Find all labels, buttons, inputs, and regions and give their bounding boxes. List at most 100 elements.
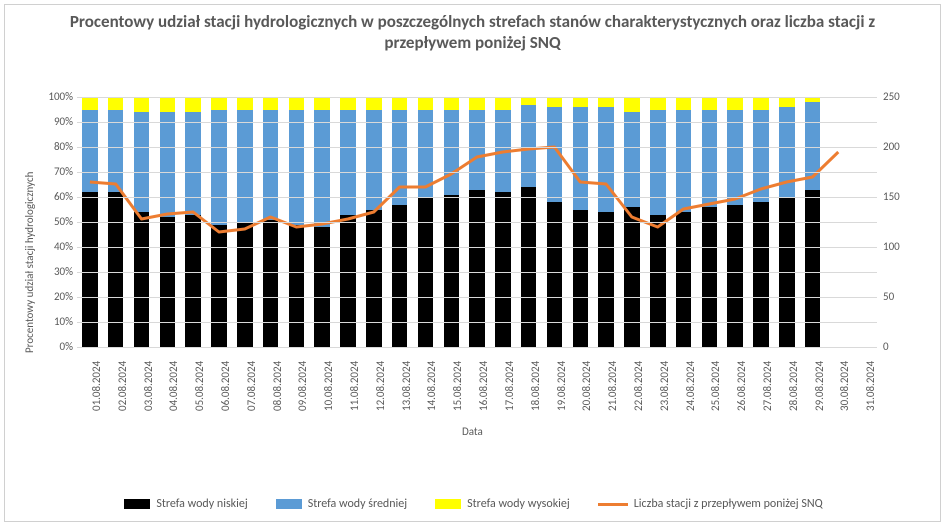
x-tick-label: 08.08.2024	[258, 349, 284, 419]
y-tick-left: 70%	[35, 165, 73, 178]
bar-segment	[805, 190, 820, 348]
bar-segment	[289, 225, 304, 348]
x-tick-label: 17.08.2024	[490, 349, 516, 419]
legend-swatch	[276, 499, 302, 509]
bar-segment	[598, 97, 613, 107]
gridline	[77, 322, 877, 323]
y-tick-left: 40%	[35, 240, 73, 253]
y-tick-right: 200	[883, 140, 900, 153]
bar-segment	[211, 110, 226, 225]
bar-segment	[134, 97, 149, 112]
x-tick-label: 06.08.2024	[206, 349, 232, 419]
x-tick-label: 18.08.2024	[516, 349, 542, 419]
bar-segment	[263, 97, 278, 110]
x-tick-label: 05.08.2024	[180, 349, 206, 419]
x-tick-label: 13.08.2024	[387, 349, 413, 419]
gridline	[77, 172, 877, 173]
legend-label: Strefa wody średniej	[308, 497, 407, 511]
x-tick-label: 02.08.2024	[103, 349, 129, 419]
bar-segment	[392, 97, 407, 110]
bar-segment	[624, 207, 639, 347]
legend-item: Strefa wody wysokiej	[435, 497, 570, 511]
bar-segment	[392, 205, 407, 348]
legend-item: Strefa wody niskiej	[124, 497, 247, 511]
y-tick-right: 0	[883, 340, 889, 353]
bar-segment	[237, 97, 252, 110]
bar-segment	[314, 110, 329, 228]
bar-segment	[211, 225, 226, 348]
bar-segment	[392, 110, 407, 205]
bar-segment	[340, 110, 355, 215]
legend-item: Liczba stacji z przepływem poniżej SNQ	[598, 497, 823, 511]
legend-label: Liczba stacji z przepływem poniżej SNQ	[634, 497, 823, 511]
bar-segment	[289, 110, 304, 225]
y-tick-left: 100%	[35, 90, 73, 103]
bar-segment	[495, 97, 510, 110]
bar-segment	[134, 212, 149, 347]
x-tick-label: 12.08.2024	[361, 349, 387, 419]
bar-segment	[160, 97, 175, 112]
x-tick-label: 01.08.2024	[77, 349, 103, 419]
bar-segment	[753, 202, 768, 347]
bar-segment	[727, 205, 742, 348]
bar-segment	[805, 102, 820, 190]
bar-segment	[650, 215, 665, 348]
bar-segment	[624, 97, 639, 112]
x-tick-label: 25.08.2024	[697, 349, 723, 419]
bar-segment	[598, 212, 613, 347]
y-tick-right: 100	[883, 240, 900, 253]
bar-segment	[650, 97, 665, 110]
gridline	[77, 147, 877, 148]
bar-segment	[211, 97, 226, 110]
x-tick-label: 15.08.2024	[438, 349, 464, 419]
bar-segment	[366, 97, 381, 110]
x-tick-label: 29.08.2024	[800, 349, 826, 419]
bar-segment	[108, 192, 123, 347]
bar-segment	[547, 97, 562, 107]
bar-segment	[727, 97, 742, 110]
bar-segment	[573, 97, 588, 107]
bar-segment	[418, 97, 433, 110]
y-tick-left: 90%	[35, 115, 73, 128]
bar-segment	[702, 110, 717, 208]
y-tick-right: 150	[883, 190, 900, 203]
gridline	[77, 247, 877, 248]
x-tick-labels: 01.08.202402.08.202403.08.202404.08.2024…	[77, 349, 877, 419]
bar-segment	[444, 97, 459, 110]
bar-segment	[779, 107, 794, 197]
chart-title: Procentowy udział stacji hydrologicznych…	[5, 5, 940, 56]
bar-segment	[263, 220, 278, 348]
x-tick-label: 10.08.2024	[309, 349, 335, 419]
legend-item: Strefa wody średniej	[276, 497, 407, 511]
bar-segment	[160, 217, 175, 347]
x-tick-label: 31.08.2024	[851, 349, 877, 419]
legend-label: Strefa wody wysokiej	[467, 497, 570, 511]
chart-frame: Procentowy udział stacji hydrologicznych…	[4, 4, 941, 522]
bar-segment	[263, 110, 278, 220]
gridline	[77, 272, 877, 273]
gridline	[77, 97, 877, 98]
bar-segment	[547, 202, 562, 347]
bar-segment	[727, 110, 742, 205]
x-tick-label: 07.08.2024	[232, 349, 258, 419]
legend-label: Strefa wody niskiej	[156, 497, 247, 511]
y-tick-left: 10%	[35, 315, 73, 328]
bar-segment	[573, 210, 588, 348]
x-tick-label: 22.08.2024	[619, 349, 645, 419]
bar-segment	[702, 207, 717, 347]
x-tick-label: 16.08.2024	[464, 349, 490, 419]
y-tick-left: 60%	[35, 190, 73, 203]
bar-segment	[366, 210, 381, 348]
bar-segment	[185, 112, 200, 215]
x-tick-label: 23.08.2024	[645, 349, 671, 419]
x-tick-label: 20.08.2024	[567, 349, 593, 419]
gridline	[77, 347, 877, 348]
x-tick-label: 11.08.2024	[335, 349, 361, 419]
bar-segment	[289, 97, 304, 110]
y-tick-right: 250	[883, 90, 900, 103]
bar-segment	[650, 110, 665, 215]
bar-segment	[469, 190, 484, 348]
bar-segment	[444, 195, 459, 348]
x-tick-label: 21.08.2024	[593, 349, 619, 419]
x-tick-label: 19.08.2024	[542, 349, 568, 419]
